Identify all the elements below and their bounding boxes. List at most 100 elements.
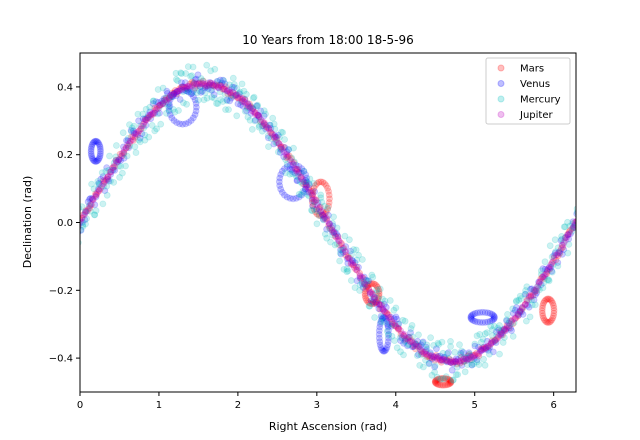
data-point (561, 234, 569, 242)
data-point (399, 330, 406, 338)
data-point (518, 303, 526, 311)
data-point (245, 100, 253, 108)
data-point (533, 287, 540, 295)
data-point (486, 317, 494, 325)
data-point (422, 347, 430, 355)
plot-area (79, 52, 577, 393)
data-point (117, 162, 124, 170)
data-point (288, 168, 296, 175)
data-point (370, 280, 378, 288)
data-point (132, 129, 140, 137)
data-point (291, 165, 299, 172)
data-point (162, 95, 170, 102)
data-point (323, 234, 331, 242)
data-point (411, 339, 419, 347)
data-point (411, 341, 419, 349)
data-point (300, 167, 308, 175)
data-point (97, 147, 104, 155)
data-point (469, 351, 477, 359)
data-point (337, 250, 345, 258)
data-point (385, 330, 393, 338)
data-point (87, 147, 95, 155)
data-point (220, 85, 228, 93)
data-point (147, 111, 155, 119)
data-point (323, 217, 331, 225)
data-point (323, 214, 331, 222)
data-point (564, 231, 572, 239)
data-point (549, 299, 557, 307)
data-point (479, 344, 487, 352)
data-point (120, 146, 128, 154)
data-point (418, 347, 426, 355)
data-point (290, 144, 297, 152)
data-point (165, 106, 173, 114)
data-point (408, 338, 416, 346)
data-point (381, 297, 389, 305)
data-point (377, 344, 385, 352)
data-point (188, 72, 196, 79)
data-point (81, 208, 89, 216)
data-point (444, 349, 452, 357)
data-point (197, 89, 205, 96)
data-point (291, 158, 298, 166)
data-point (321, 215, 329, 223)
data-point (389, 319, 397, 327)
data-point (416, 346, 424, 354)
data-point (436, 381, 444, 389)
data-point (540, 275, 548, 282)
data-point (358, 273, 366, 281)
data-point (376, 341, 384, 349)
data-point (187, 90, 195, 98)
data-point (308, 206, 315, 214)
data-point (358, 280, 366, 288)
data-point (137, 125, 145, 133)
data-point (373, 286, 381, 294)
data-point (393, 315, 401, 323)
data-point (321, 210, 328, 218)
data-point (402, 335, 410, 343)
data-point (281, 144, 289, 151)
data-point (367, 288, 375, 296)
data-point (292, 194, 300, 202)
data-point (313, 207, 321, 215)
data-point (380, 307, 388, 315)
data-point (376, 285, 384, 293)
data-point (566, 222, 574, 230)
data-point (392, 323, 400, 330)
data-point (523, 296, 531, 304)
data-point (88, 143, 95, 151)
data-point (283, 160, 291, 168)
data-point (381, 308, 389, 316)
data-point (468, 356, 476, 364)
data-point (515, 296, 523, 304)
data-point (189, 63, 197, 71)
data-point (473, 356, 481, 364)
data-point (280, 153, 288, 161)
data-point (382, 346, 390, 354)
data-point (107, 168, 115, 176)
data-point (471, 340, 479, 348)
data-point (285, 146, 293, 154)
data-point (117, 157, 125, 164)
data-point (208, 93, 216, 101)
data-point (495, 326, 503, 334)
data-point (299, 187, 307, 195)
data-point (80, 214, 86, 221)
data-point (179, 99, 187, 107)
data-point (299, 180, 307, 188)
data-point (92, 158, 100, 165)
data-point (551, 236, 559, 244)
data-point (364, 283, 372, 290)
data-point (161, 100, 169, 108)
data-point (227, 94, 235, 102)
data-point (89, 196, 97, 204)
data-point (465, 349, 473, 357)
data-point (92, 137, 100, 145)
data-point (94, 138, 102, 146)
data-point (196, 83, 204, 90)
data-point (571, 221, 576, 229)
data-point (315, 205, 323, 213)
data-point (156, 109, 163, 117)
data-point (554, 249, 562, 257)
data-point (479, 308, 487, 316)
